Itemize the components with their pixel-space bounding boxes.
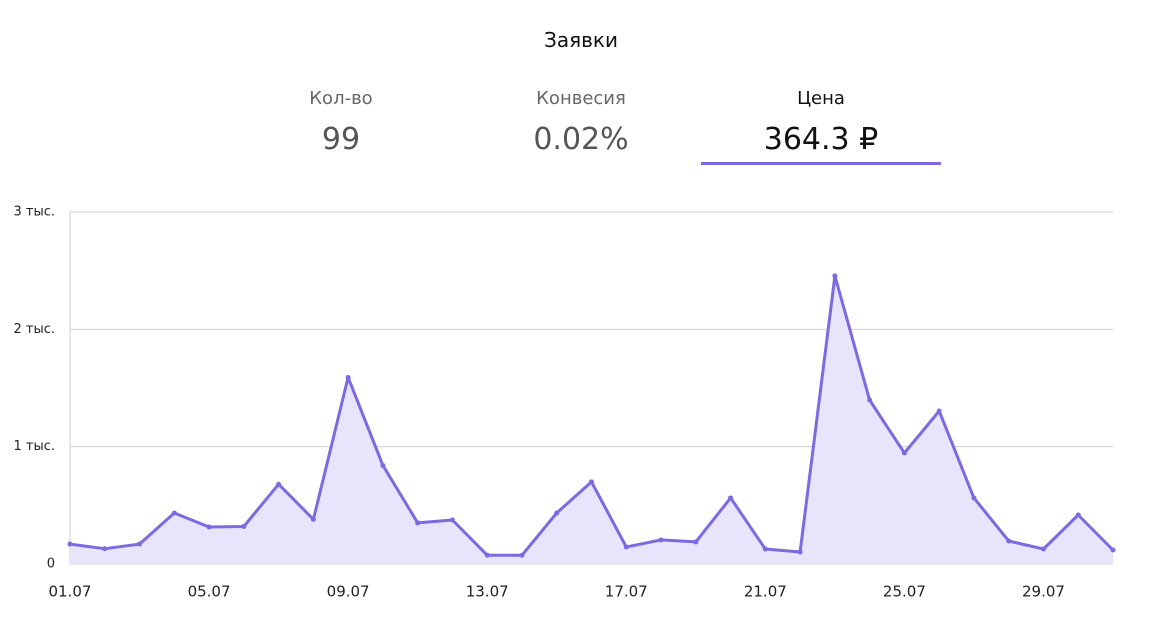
point xyxy=(936,408,942,414)
stat-tab[interactable]: Конвесия 0.02% xyxy=(461,88,701,157)
x-tick-label: 13.07 xyxy=(466,583,509,601)
area xyxy=(70,275,1113,564)
point xyxy=(1006,538,1012,544)
y-tick-label: 2 тыс. xyxy=(13,322,55,337)
stat-value: 364.3 ₽ xyxy=(763,122,879,157)
point xyxy=(415,520,421,526)
stat-label: Кол-во xyxy=(309,88,373,109)
point xyxy=(171,510,177,516)
point xyxy=(623,544,629,550)
stat-label: Цена xyxy=(797,88,845,109)
point xyxy=(241,523,247,529)
stat-value: 99 xyxy=(321,122,361,157)
x-tick-label: 09.07 xyxy=(327,583,370,601)
point xyxy=(728,495,734,501)
y-tick-label: 0 xyxy=(47,557,55,572)
x-tick-label: 17.07 xyxy=(605,583,648,601)
point xyxy=(971,495,977,501)
point xyxy=(345,374,351,380)
x-tick-label: 29.07 xyxy=(1022,583,1065,601)
point xyxy=(102,546,108,552)
x-tick-label: 01.07 xyxy=(49,583,92,601)
x-tick-label: 05.07 xyxy=(188,583,231,601)
point xyxy=(206,524,212,530)
point xyxy=(380,462,386,468)
point xyxy=(1110,547,1116,553)
point xyxy=(67,541,73,547)
y-tick-label: 3 тыс. xyxy=(13,205,55,220)
point xyxy=(832,273,838,279)
stat-tab[interactable]: Кол-во 99 xyxy=(221,88,461,157)
x-tick-label: 21.07 xyxy=(744,583,787,601)
point xyxy=(901,450,907,456)
point xyxy=(554,510,560,516)
point xyxy=(276,481,282,487)
point xyxy=(484,552,490,558)
stat-label: Конвесия xyxy=(536,88,626,109)
point xyxy=(762,546,768,552)
point xyxy=(797,549,803,555)
point xyxy=(589,479,594,485)
x-tick-label: 25.07 xyxy=(883,583,926,601)
point xyxy=(519,552,525,558)
stat-tab[interactable]: Цена 364.3 ₽ xyxy=(701,88,941,165)
point xyxy=(1075,512,1081,518)
point xyxy=(658,537,664,543)
point xyxy=(693,539,699,545)
point xyxy=(310,516,316,522)
y-tick-label: 1 тыс. xyxy=(13,439,55,454)
page-title: Заявки xyxy=(544,28,618,52)
point xyxy=(137,541,143,547)
point xyxy=(449,517,455,523)
point xyxy=(867,397,873,403)
point xyxy=(1040,546,1046,552)
stat-value: 0.02% xyxy=(533,122,629,157)
